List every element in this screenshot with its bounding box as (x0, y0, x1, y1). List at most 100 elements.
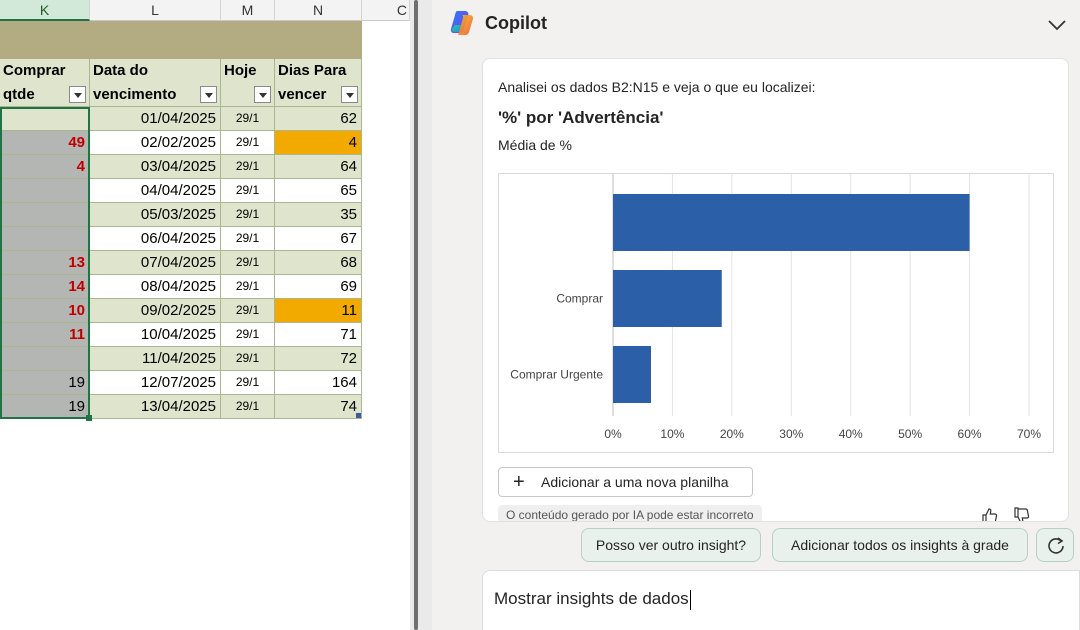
table-resize-handle[interactable] (356, 413, 361, 418)
header-line: Hoje (224, 62, 257, 79)
cell-n-row-2[interactable]: 4 (275, 131, 362, 155)
header-cell-comprar-qtde[interactable]: Comprar qtde (0, 59, 90, 107)
fill-handle[interactable] (86, 415, 92, 421)
header-line: vencer (278, 86, 327, 103)
cell-m-row-4[interactable]: 29/1 (221, 179, 275, 203)
filter-dropdown-icon[interactable] (69, 86, 86, 103)
cell-n-row-5[interactable]: 35 (275, 203, 362, 227)
cell-m-row-13[interactable]: 29/1 (221, 395, 275, 419)
cell-l-row-12[interactable]: 12/07/2025 (90, 371, 221, 395)
cell-n-row-3[interactable]: 64 (275, 155, 362, 179)
cell-m-row-5[interactable]: 29/1 (221, 203, 275, 227)
cell-k-row-11[interactable] (0, 347, 90, 371)
cell-k-row-8[interactable]: 14 (0, 275, 90, 299)
filter-dropdown-icon[interactable] (200, 86, 217, 103)
header-cell-data-vencimento[interactable]: Data do vencimento (90, 59, 221, 107)
cell-k-row-1[interactable] (0, 107, 90, 131)
x-tick-label: 20% (720, 427, 744, 441)
cell-k-row-6[interactable] (0, 227, 90, 251)
filter-dropdown-icon[interactable] (254, 86, 271, 103)
insight-intro-text: Analisei os dados B2:N15 e veja o que eu… (498, 79, 816, 95)
cell-m-row-6[interactable]: 29/1 (221, 227, 275, 251)
column-header-m[interactable]: M (221, 0, 275, 21)
chat-input[interactable]: Mostrar insights de dados (482, 570, 1080, 630)
cell-m-row-11[interactable]: 29/1 (221, 347, 275, 371)
cell-n-row-10[interactable]: 71 (275, 323, 362, 347)
cell-k-row-7[interactable]: 13 (0, 251, 90, 275)
cell-l-row-7[interactable]: 07/04/2025 (90, 251, 221, 275)
cell-l-row-3[interactable]: 03/04/2025 (90, 155, 221, 179)
thumbs-down-icon[interactable] (1013, 507, 1031, 522)
cell-k-row-13[interactable]: 19 (0, 395, 90, 419)
cell-l-row-13[interactable]: 13/04/2025 (90, 395, 221, 419)
copilot-title: Copilot (485, 13, 547, 33)
cell-k-row-3[interactable]: 4 (0, 155, 90, 179)
cell-n-row-13[interactable]: 74 (275, 395, 362, 419)
cell-n-row-8[interactable]: 69 (275, 275, 362, 299)
add-to-new-sheet-button[interactable]: + Adicionar a uma nova planilha (498, 467, 753, 497)
pane-splitter[interactable] (410, 0, 432, 630)
x-tick-label: 50% (898, 427, 922, 441)
cell-m-row-3[interactable]: 29/1 (221, 155, 275, 179)
cell-k-row-2[interactable]: 49 (0, 131, 90, 155)
cell-l-row-1[interactable]: 01/04/2025 (90, 107, 221, 131)
cell-m-row-7[interactable]: 29/1 (221, 251, 275, 275)
chevron-down-icon[interactable] (1046, 14, 1068, 36)
column-header-o[interactable]: C (362, 0, 410, 21)
insight-title: '%' por 'Advertência' (498, 108, 664, 127)
header-line: Dias Para (278, 62, 347, 79)
cell-l-row-9[interactable]: 09/02/2025 (90, 299, 221, 323)
cell-n-row-1[interactable]: 62 (275, 107, 362, 131)
spreadsheet[interactable]: K L M N C Comprar qtde Data do venciment… (0, 0, 410, 630)
header-line: vencimento (93, 86, 177, 103)
column-header-k[interactable]: K (0, 0, 90, 21)
thumbs-up-icon[interactable] (981, 507, 999, 522)
column-header-row: K L M N C (0, 0, 410, 21)
cell-n-row-12[interactable]: 164 (275, 371, 362, 395)
cell-n-row-7[interactable]: 68 (275, 251, 362, 275)
cell-n-row-9[interactable]: 11 (275, 299, 362, 323)
cell-m-row-8[interactable]: 29/1 (221, 275, 275, 299)
bar-chart-svg: 0% 10% 20% 30% 40% 50% 60% 70% Comprar Comprar Ur… (510, 174, 1041, 441)
cell-n-row-6[interactable]: 67 (275, 227, 362, 251)
header-cell-hoje[interactable]: Hoje (221, 59, 275, 107)
refresh-icon (1048, 537, 1064, 554)
cell-m-row-9[interactable]: 29/1 (221, 299, 275, 323)
cell-k-row-4[interactable] (0, 179, 90, 203)
cell-l-row-6[interactable]: 06/04/2025 (90, 227, 221, 251)
chat-input-value: Mostrar insights de dados (494, 589, 689, 608)
column-header-l[interactable]: L (90, 0, 221, 21)
cell-l-row-4[interactable]: 04/04/2025 (90, 179, 221, 203)
add-all-insights-button[interactable]: Adicionar todos os insights à grade (772, 528, 1028, 562)
cell-m-row-1[interactable]: 29/1 (221, 107, 275, 131)
bar[interactable] (613, 270, 722, 327)
bar[interactable] (613, 346, 652, 403)
y-category-label: Comprar Urgente (510, 368, 603, 382)
plus-icon: + (513, 471, 525, 493)
cell-l-row-5[interactable]: 05/03/2025 (90, 203, 221, 227)
x-tick-label: 70% (1017, 427, 1041, 441)
insight-chart[interactable]: 0% 10% 20% 30% 40% 50% 60% 70% Comprar Comprar Ur… (498, 173, 1054, 453)
filter-dropdown-icon[interactable] (341, 86, 358, 103)
cell-l-row-8[interactable]: 08/04/2025 (90, 275, 221, 299)
cell-k-row-5[interactable] (0, 203, 90, 227)
cell-m-row-12[interactable]: 29/1 (221, 371, 275, 395)
another-insight-button[interactable]: Posso ver outro insight? (581, 528, 761, 562)
cell-l-row-11[interactable]: 11/04/2025 (90, 347, 221, 371)
insight-card: Analisei os dados B2:N15 e veja o que eu… (482, 58, 1069, 522)
cell-m-row-10[interactable]: 29/1 (221, 323, 275, 347)
add-to-new-sheet-label: Adicionar a uma nova planilha (541, 474, 729, 490)
cell-l-row-10[interactable]: 10/04/2025 (90, 323, 221, 347)
cell-n-row-11[interactable]: 72 (275, 347, 362, 371)
cell-k-row-10[interactable]: 11 (0, 323, 90, 347)
cell-l-row-2[interactable]: 02/02/2025 (90, 131, 221, 155)
refresh-button[interactable] (1036, 528, 1074, 562)
header-cell-dias-para-vencer[interactable]: Dias Para vencer (275, 59, 362, 107)
cell-k-row-9[interactable]: 10 (0, 299, 90, 323)
cell-m-row-2[interactable]: 29/1 (221, 131, 275, 155)
cell-n-row-4[interactable]: 65 (275, 179, 362, 203)
cell-k-row-12[interactable]: 19 (0, 371, 90, 395)
chat-input-text: Mostrar insights de dados (494, 589, 691, 610)
column-header-n[interactable]: N (275, 0, 362, 21)
bar[interactable] (613, 194, 970, 251)
